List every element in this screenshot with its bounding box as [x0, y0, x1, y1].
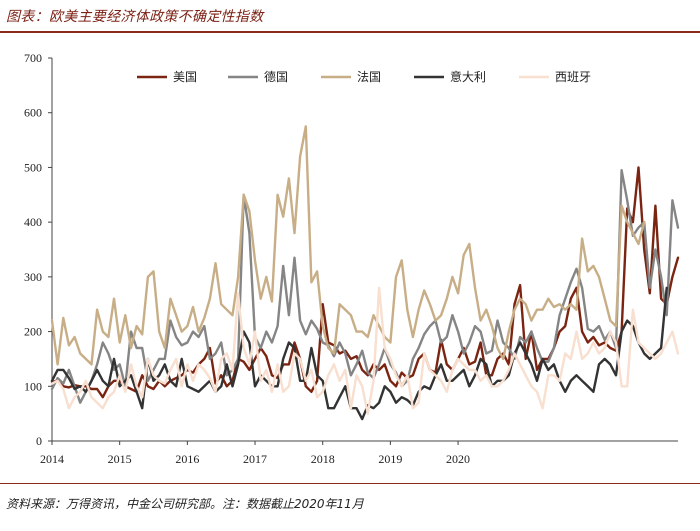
- y-tick-label: 700: [24, 51, 42, 65]
- series-line: [50, 286, 668, 421]
- y-tick-label: 0: [36, 434, 42, 448]
- y-tick-label: 200: [24, 325, 42, 339]
- series-line: [50, 168, 680, 404]
- legend-label: 意大利: [450, 69, 486, 84]
- chart-title: 图表：欧美主要经济体政策不确定性指数: [6, 9, 264, 25]
- y-tick-label: 500: [24, 160, 42, 174]
- legend-label: 法国: [357, 70, 381, 84]
- series-line: [50, 166, 680, 399]
- legend-label: 德国: [264, 69, 288, 84]
- top-divider: [0, 31, 700, 33]
- series-line: [50, 125, 646, 366]
- series-line: [50, 286, 680, 415]
- x-tick-label: 2017: [243, 452, 267, 466]
- line-chart: 0 100 200 300 400 500 600 700 2014 2015 2016 2017 20…: [24, 51, 680, 466]
- y-tick-label: 600: [24, 106, 42, 120]
- x-tick-label: 2015: [108, 452, 132, 466]
- legend-label: 西班牙: [555, 70, 591, 84]
- x-tick-label: 2020: [446, 452, 470, 466]
- y-tick-label: 400: [24, 215, 42, 229]
- x-tick-label: 2016: [175, 452, 199, 466]
- x-tick-label: 2014: [40, 452, 64, 466]
- x-tick-label: 2018: [311, 452, 335, 466]
- y-tick-label: 100: [24, 379, 42, 393]
- bottom-divider: [0, 483, 700, 484]
- x-tick-label: 2019: [378, 452, 402, 466]
- source-note: 资料来源：万得资讯，中金公司研究部。注：数据截止2020年11月: [6, 497, 364, 511]
- legend-label: 美国: [173, 70, 197, 84]
- y-tick-label: 300: [24, 270, 42, 284]
